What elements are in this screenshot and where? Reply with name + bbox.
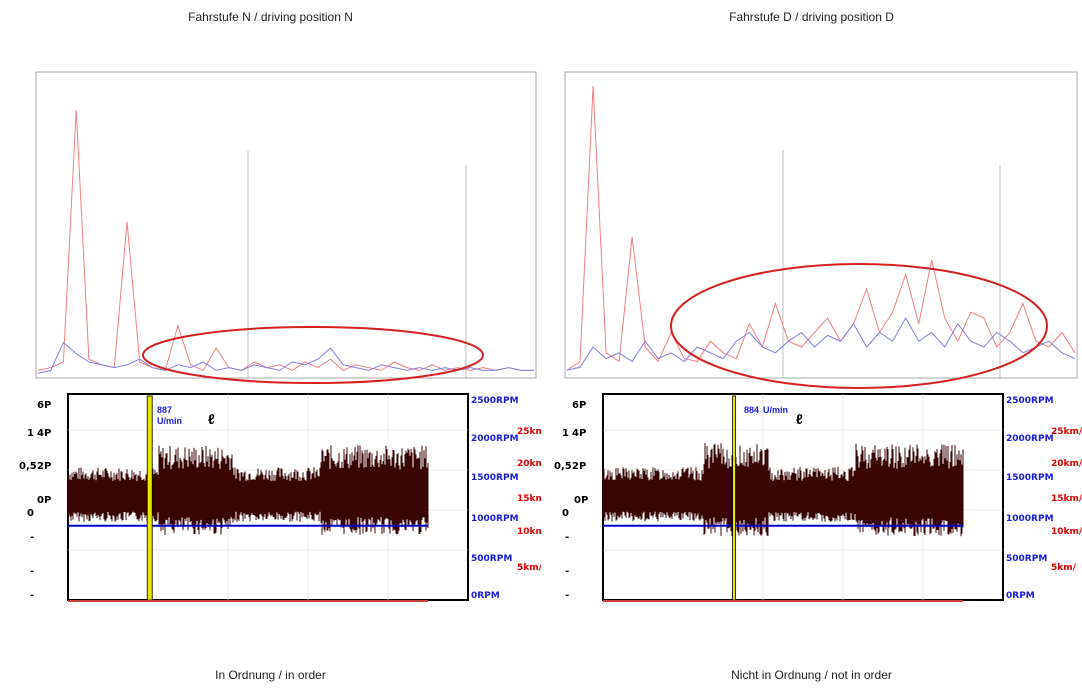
speed-tick: 20km/ bbox=[517, 459, 541, 469]
cursor-bar bbox=[146, 395, 153, 601]
panel-caption: In Ordnung / in order bbox=[215, 668, 326, 682]
rpm-readout-unit: U/min bbox=[763, 405, 788, 415]
speed-tick: 10km/ bbox=[1051, 527, 1082, 537]
rpm-tick: 2500RPM bbox=[1006, 396, 1054, 406]
rpm-tick: 1000RPM bbox=[471, 514, 519, 524]
spectrum-frame bbox=[35, 71, 537, 379]
panel-caption: Nicht in Ordnung / not in order bbox=[731, 668, 892, 682]
rpm-tick: 1000RPM bbox=[1006, 514, 1054, 524]
speed-tick: 15km/ bbox=[1051, 494, 1082, 504]
rpm-readout-value: 887 bbox=[157, 405, 172, 415]
spectrum-chart bbox=[35, 71, 537, 384]
rpm-tick: 500RPM bbox=[471, 554, 512, 564]
y-tick-dash: - bbox=[565, 566, 569, 577]
signal-chart: 884 U/min ℓ bbox=[602, 393, 1004, 602]
rpm-readout-unit: U/min bbox=[157, 416, 182, 426]
speed-tick: 25km/ bbox=[517, 427, 541, 437]
marker-symbol: ℓ bbox=[208, 411, 215, 427]
speed-tick: 10km/ bbox=[517, 527, 541, 537]
y-tick: 2P bbox=[37, 461, 51, 472]
y-tick-secondary: 0 bbox=[562, 508, 569, 519]
rpm-tick: 2000RPM bbox=[471, 434, 519, 444]
spectrum-chart bbox=[564, 71, 1078, 389]
signal-chart: 887 U/min ℓ bbox=[67, 393, 469, 602]
rpm-tick: 0RPM bbox=[1006, 591, 1035, 601]
highlight-ellipse bbox=[142, 326, 484, 384]
speed-tick: 15km/ bbox=[517, 494, 541, 504]
y-tick-secondary: 0 bbox=[27, 508, 34, 519]
rpm-readout-value: 884 bbox=[744, 405, 759, 415]
marker-symbol: ℓ bbox=[796, 411, 803, 427]
panel-driving-position-d: Fahrstufe D / driving position D 884 U/m… bbox=[541, 0, 1082, 688]
y-tick: 0P bbox=[37, 495, 51, 506]
rpm-tick: 0RPM bbox=[471, 591, 500, 601]
panel-driving-position-n: Fahrstufe N / driving position N 887 bbox=[19, 10, 541, 682]
y-tick-dash: - bbox=[565, 532, 569, 543]
y-tick: 4P bbox=[37, 428, 51, 439]
y-tick-secondary: 1 bbox=[562, 428, 569, 439]
panel-graphics: 887 U/min ℓ 6P 4P 2P 0P 1 0,5 0 - - - 25… bbox=[19, 71, 541, 602]
speed-tick: 25km/ bbox=[1051, 427, 1082, 437]
y-tick: 4P bbox=[572, 428, 586, 439]
speed-tick: 5km/ bbox=[1051, 563, 1077, 573]
y-tick-dash: - bbox=[30, 532, 34, 543]
panel-title: Fahrstufe N / driving position N bbox=[188, 10, 353, 24]
y-tick-dash: - bbox=[30, 590, 34, 601]
rpm-tick: 2500RPM bbox=[471, 396, 519, 406]
signal-trace bbox=[602, 443, 964, 537]
panel-title: Fahrstufe D / driving position D bbox=[729, 10, 894, 24]
rpm-tick: 2000RPM bbox=[1006, 434, 1054, 444]
y-tick-secondary: 0,5 bbox=[554, 461, 572, 472]
y-tick-dash: - bbox=[30, 566, 34, 577]
spectrum-series-secondary bbox=[37, 341, 534, 374]
rpm-tick: 1500RPM bbox=[1006, 473, 1054, 483]
speed-tick: 5km/ bbox=[517, 563, 541, 573]
y-tick: 6P bbox=[37, 400, 51, 411]
y-tick: 2P bbox=[572, 461, 586, 472]
y-tick: 6P bbox=[572, 400, 586, 411]
y-tick-secondary: 0,5 bbox=[19, 461, 37, 472]
rpm-tick: 1500RPM bbox=[471, 473, 519, 483]
y-tick-dash: - bbox=[565, 590, 569, 601]
spectrum-frame bbox=[564, 71, 1078, 379]
spectrum-series-primary bbox=[566, 85, 1076, 371]
panel-graphics: 884 U/min ℓ 6P 4P 2P 0P 1 0,5 0 - - - 25… bbox=[554, 71, 1082, 602]
y-tick: 0P bbox=[574, 495, 588, 506]
spectrum-series-secondary bbox=[566, 316, 1076, 371]
speed-tick: 20km/ bbox=[1051, 459, 1082, 469]
y-tick-secondary: 1 bbox=[27, 428, 34, 439]
rpm-tick: 500RPM bbox=[1006, 554, 1047, 564]
highlight-ellipse bbox=[670, 263, 1048, 389]
cursor-bar bbox=[732, 395, 737, 601]
